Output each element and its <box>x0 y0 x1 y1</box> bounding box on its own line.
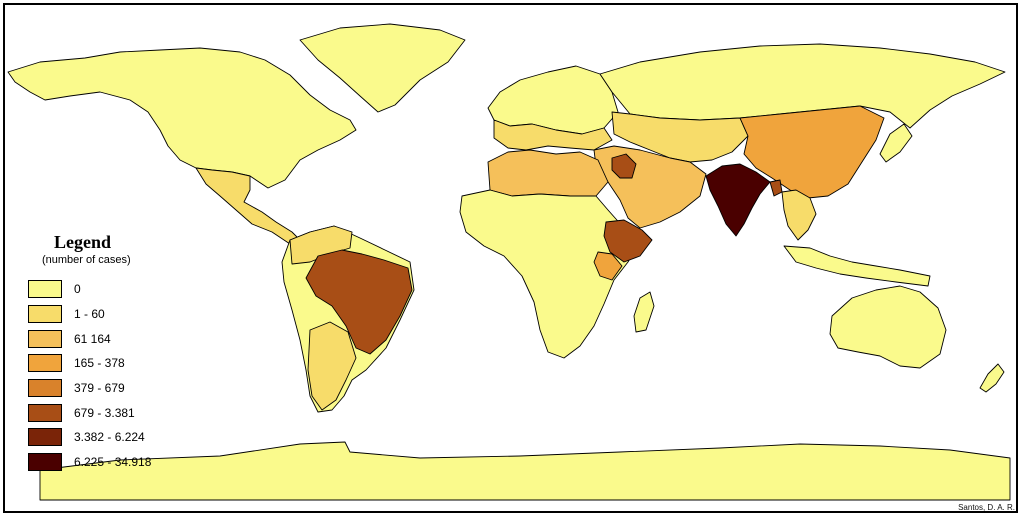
legend-item: 379 - 679 <box>28 376 188 401</box>
legend-item: 0 <box>28 277 188 302</box>
region-argentina <box>307 321 357 411</box>
legend-item: 1 - 60 <box>28 302 188 327</box>
legend-swatch <box>28 329 62 348</box>
region-iraq <box>611 153 637 179</box>
region-africa <box>459 189 641 359</box>
legend-label: 6.225 - 34.918 <box>74 455 152 470</box>
region-new-zealand <box>979 363 1005 393</box>
legend-label: 0 <box>74 282 81 297</box>
region-china <box>739 105 885 199</box>
legend-item: 3.382 - 6.224 <box>28 425 188 450</box>
legend-swatch <box>28 453 62 472</box>
legend-label: 679 - 3.381 <box>74 405 135 420</box>
legend-label: 61 164 <box>74 331 111 346</box>
region-europe <box>487 65 619 135</box>
legend-swatch <box>28 428 62 447</box>
region-indonesia <box>783 245 931 287</box>
legend-item: 165 - 378 <box>28 351 188 376</box>
region-bangladesh <box>769 179 783 197</box>
legend-swatch <box>28 379 62 398</box>
legend-label: 165 - 378 <box>74 356 125 371</box>
legend-swatch <box>28 403 62 422</box>
region-japan <box>879 123 913 163</box>
region-antarctica <box>39 441 1011 501</box>
region-north-africa <box>487 149 609 197</box>
region-india <box>705 163 771 237</box>
legend-subtitle: (number of cases) <box>42 254 131 266</box>
legend-item: 679 - 3.381 <box>28 400 188 425</box>
region-ethiopia <box>603 219 653 263</box>
region-colombia-venezuela <box>289 225 353 265</box>
region-central-asia <box>611 111 749 163</box>
legend-item: 6.225 - 34.918 <box>28 450 188 475</box>
map-credit: Santos, D. A. R. <box>958 503 1015 512</box>
legend-item: 61 164 <box>28 326 188 351</box>
region-southeast-asia <box>781 189 817 241</box>
region-kenya <box>593 251 623 281</box>
region-north-america <box>7 47 357 189</box>
region-central-america <box>195 167 301 245</box>
region-southern-europe <box>493 119 613 151</box>
region-greenland <box>299 23 466 113</box>
legend-label: 379 - 679 <box>74 381 125 396</box>
legend-title: Legend <box>54 232 112 252</box>
legend-swatch <box>28 305 62 324</box>
region-brazil <box>305 249 413 355</box>
legend-label: 1 - 60 <box>74 307 105 322</box>
legend-swatch <box>28 354 62 373</box>
region-madagascar <box>633 291 655 333</box>
region-australia <box>829 285 947 369</box>
legend-label: 3.382 - 6.224 <box>74 430 145 445</box>
legend: Legend (number of cases) 0 1 - 60 61 164… <box>28 232 188 475</box>
legend-swatch <box>28 280 62 299</box>
